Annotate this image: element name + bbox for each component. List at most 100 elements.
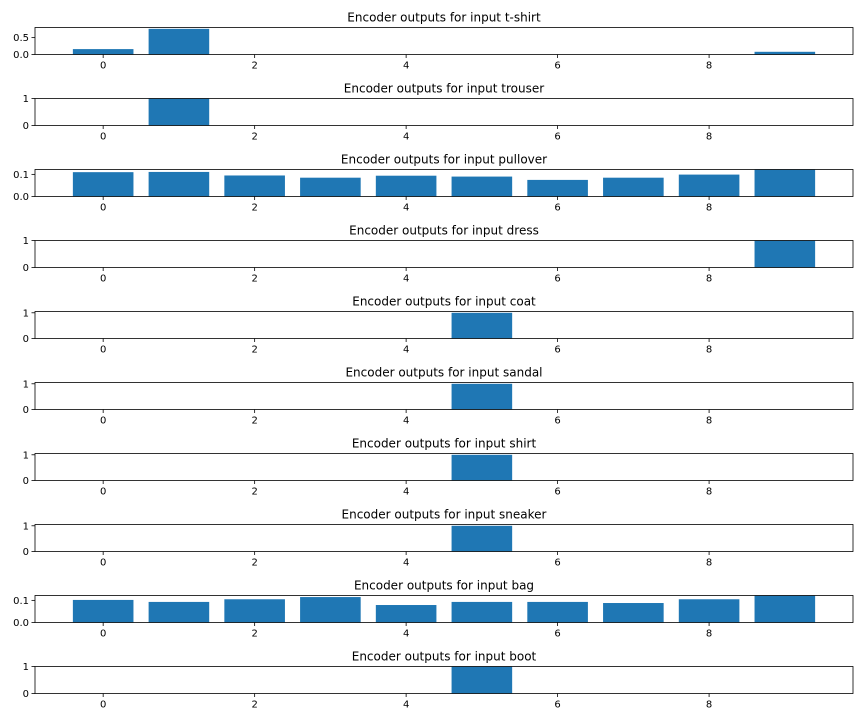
x-tick-label: 2 bbox=[251, 416, 257, 427]
x-tick-label: 8 bbox=[706, 203, 712, 214]
axes-frame bbox=[34, 666, 854, 694]
bar-7 bbox=[603, 177, 664, 197]
x-tick-label: 2 bbox=[251, 203, 257, 214]
x-tick-label: 6 bbox=[554, 487, 560, 498]
bar-3 bbox=[300, 177, 361, 197]
y-tick-label: 0 bbox=[23, 334, 29, 345]
x-tick-label: 0 bbox=[100, 487, 106, 498]
x-tick-label: 2 bbox=[251, 558, 257, 569]
y-tick-label: 0 bbox=[23, 121, 29, 132]
x-tick-label: 6 bbox=[554, 345, 560, 356]
x-tick-label: 8 bbox=[706, 345, 712, 356]
axes-frame bbox=[34, 595, 854, 623]
bar-1 bbox=[148, 98, 210, 126]
x-tick-label: 2 bbox=[251, 629, 257, 640]
bar-4 bbox=[375, 605, 437, 623]
bar-5 bbox=[451, 383, 513, 410]
y-tick-label: 0.0 bbox=[13, 192, 29, 203]
y-tick-label: 1 bbox=[23, 308, 29, 319]
x-tick-label: 0 bbox=[100, 629, 106, 640]
x-tick-label: 0 bbox=[100, 700, 106, 711]
x-tick-label: 4 bbox=[403, 629, 409, 640]
x-tick-label: 8 bbox=[706, 416, 712, 427]
x-tick-label: 4 bbox=[403, 132, 409, 143]
x-tick-label: 2 bbox=[251, 700, 257, 711]
bar-9 bbox=[754, 51, 816, 55]
subplot-4: Encoder outputs for input coat 0 2 4 6 8 0 1 bbox=[23, 295, 854, 356]
y-tick-label: 1 bbox=[23, 450, 29, 461]
subplot-title: Encoder outputs for input pullover bbox=[341, 153, 547, 167]
y-tick-label: 0 bbox=[23, 547, 29, 558]
subplot-title: Encoder outputs for input shirt bbox=[352, 437, 537, 451]
x-tick-label: 0 bbox=[100, 345, 106, 356]
y-tick-label: 0 bbox=[23, 263, 29, 274]
axes-frame bbox=[34, 524, 854, 552]
x-tick-label: 4 bbox=[403, 558, 409, 569]
bar-3 bbox=[300, 597, 361, 623]
subplot-8: Encoder outputs for input bag 0 2 4 6 8 0.0 0.1 bbox=[13, 579, 854, 640]
bar-2 bbox=[224, 175, 285, 197]
bar-2 bbox=[224, 599, 285, 623]
subplot-title: Encoder outputs for input sandal bbox=[345, 366, 542, 380]
x-tick-label: 2 bbox=[251, 345, 257, 356]
y-tick-label: 0.0 bbox=[13, 618, 29, 629]
y-tick-label: 1 bbox=[23, 521, 29, 532]
x-tick-label: 4 bbox=[403, 345, 409, 356]
x-tick-label: 0 bbox=[100, 61, 106, 72]
y-tick-label: 1 bbox=[23, 662, 29, 673]
bar-0 bbox=[72, 599, 134, 623]
y-tick-label: 0 bbox=[23, 689, 29, 700]
x-tick-label: 6 bbox=[554, 416, 560, 427]
subplot-3: Encoder outputs for input dress 0 2 4 6 8 0 1 bbox=[23, 224, 854, 285]
y-tick-label: 1 bbox=[23, 94, 29, 105]
x-tick-label: 6 bbox=[554, 61, 560, 72]
bar-4 bbox=[375, 175, 437, 197]
bar-5 bbox=[451, 601, 513, 623]
x-tick-label: 4 bbox=[403, 487, 409, 498]
x-tick-label: 4 bbox=[403, 203, 409, 214]
bar-7 bbox=[603, 603, 664, 623]
axes-frame bbox=[34, 240, 854, 268]
bar-0 bbox=[72, 49, 134, 55]
axes-frame bbox=[34, 169, 854, 197]
x-tick-label: 8 bbox=[706, 487, 712, 498]
x-tick-label: 8 bbox=[706, 274, 712, 285]
y-tick-label: 0.5 bbox=[13, 33, 29, 44]
subplot-title: Encoder outputs for input bag bbox=[354, 579, 534, 593]
y-tick-label: 0.1 bbox=[13, 596, 29, 607]
subplot-title: Encoder outputs for input sneaker bbox=[342, 508, 547, 522]
axes-frame bbox=[34, 27, 854, 55]
x-tick-label: 6 bbox=[554, 274, 560, 285]
subplot-0: Encoder outputs for input t-shirt 0 2 4 6 8 0.… bbox=[13, 11, 854, 72]
bar-1 bbox=[148, 601, 210, 623]
y-tick-label: 0 bbox=[23, 405, 29, 416]
bar-1 bbox=[148, 28, 210, 55]
x-tick-label: 6 bbox=[554, 203, 560, 214]
bar-9 bbox=[754, 169, 816, 197]
y-tick-label: 0 bbox=[23, 476, 29, 487]
bar-9 bbox=[754, 240, 816, 268]
x-tick-label: 8 bbox=[706, 700, 712, 711]
axes-frame bbox=[34, 98, 854, 126]
bar-6 bbox=[527, 179, 588, 197]
bar-8 bbox=[678, 174, 740, 197]
x-tick-label: 6 bbox=[554, 700, 560, 711]
x-tick-label: 6 bbox=[554, 629, 560, 640]
bar-0 bbox=[72, 172, 134, 197]
y-tick-label: 0.1 bbox=[13, 170, 29, 181]
axes-frame bbox=[34, 311, 854, 339]
bar-1 bbox=[148, 171, 210, 197]
y-tick-label: 0.0 bbox=[13, 50, 29, 61]
subplot-1: Encoder outputs for input trouser 0 2 4 6 8 0 1 bbox=[23, 82, 854, 143]
bar-6 bbox=[527, 601, 588, 623]
x-tick-label: 2 bbox=[251, 487, 257, 498]
x-tick-label: 2 bbox=[251, 274, 257, 285]
subplot-2: Encoder outputs for input pullover 0 2 4 6 8 0… bbox=[13, 153, 854, 214]
axes-frame bbox=[34, 382, 854, 410]
bar-5 bbox=[451, 666, 513, 694]
bar-5 bbox=[451, 312, 513, 339]
y-tick-label: 1 bbox=[23, 236, 29, 247]
x-tick-label: 6 bbox=[554, 132, 560, 143]
x-tick-label: 4 bbox=[403, 700, 409, 711]
x-tick-label: 4 bbox=[403, 416, 409, 427]
